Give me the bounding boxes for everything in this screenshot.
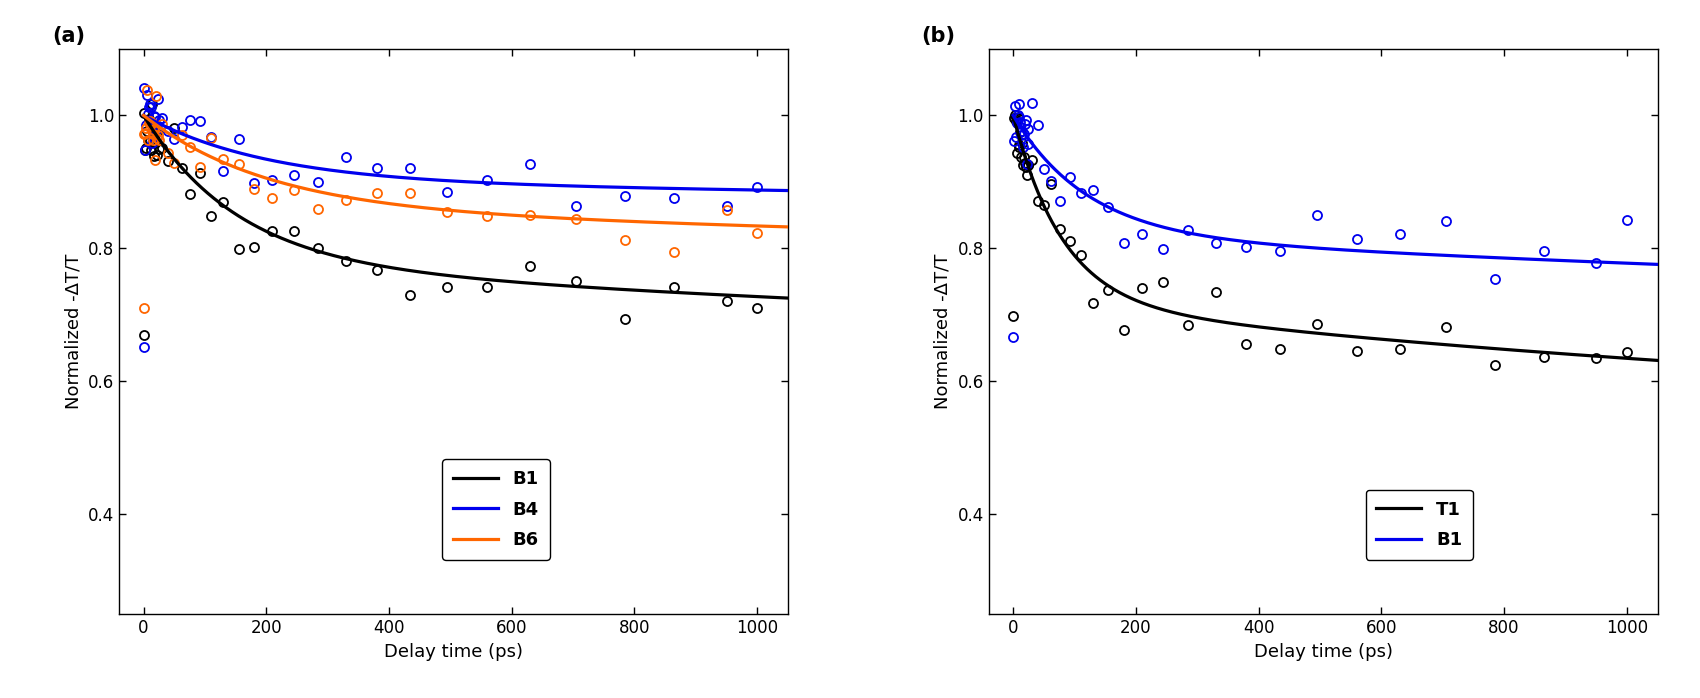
B6 [692,220,712,228]
B4 [491,179,512,188]
B6 [760,222,780,230]
Text: (b): (b) [921,27,955,46]
Text: (a): (a) [53,27,85,46]
B1 [209,199,230,207]
B6 [777,223,797,231]
B4 [609,183,629,191]
B1 [692,290,712,298]
B6 [133,111,153,119]
Y-axis label: Normalized -ΔT/T: Normalized -ΔT/T [65,254,82,409]
B1 [1003,111,1023,119]
B1 [1567,257,1588,265]
B6 [697,220,717,228]
B4 [133,111,153,119]
X-axis label: Delay time (ps): Delay time (ps) [384,643,524,660]
B1 [777,294,797,302]
B4 [777,186,797,195]
B1 [1629,260,1649,268]
B1 [1647,260,1668,269]
Y-axis label: Normalized -ΔT/T: Normalized -ΔT/T [933,254,952,409]
B1 [1561,257,1581,265]
Legend: T1, B1: T1, B1 [1365,490,1472,560]
B1 [133,111,153,119]
Legend: B1, B4, B6: B1, B4, B6 [442,459,549,560]
X-axis label: Delay time (ps): Delay time (ps) [1253,643,1392,660]
B1 [491,276,512,285]
Line: T1: T1 [1013,115,1658,360]
B1 [609,285,629,293]
B4 [209,143,230,151]
Line: B1: B1 [1013,115,1658,265]
T1 [1477,344,1498,352]
B1 [1362,247,1382,255]
B6 [491,210,512,218]
T1 [1080,267,1100,276]
Line: B6: B6 [143,115,787,227]
T1 [1629,355,1649,364]
Line: B1: B1 [143,115,787,298]
B4 [692,185,712,193]
T1 [1647,356,1668,364]
T1 [1567,350,1588,359]
B1 [697,290,717,298]
B4 [760,186,780,195]
B6 [609,216,629,225]
B1 [1477,253,1498,262]
B6 [209,157,230,165]
B1 [760,293,780,302]
T1 [1003,111,1023,119]
T1 [1362,334,1382,343]
T1 [1561,350,1581,359]
B1 [1080,193,1100,201]
B4 [697,185,717,193]
Line: B4: B4 [143,115,787,191]
